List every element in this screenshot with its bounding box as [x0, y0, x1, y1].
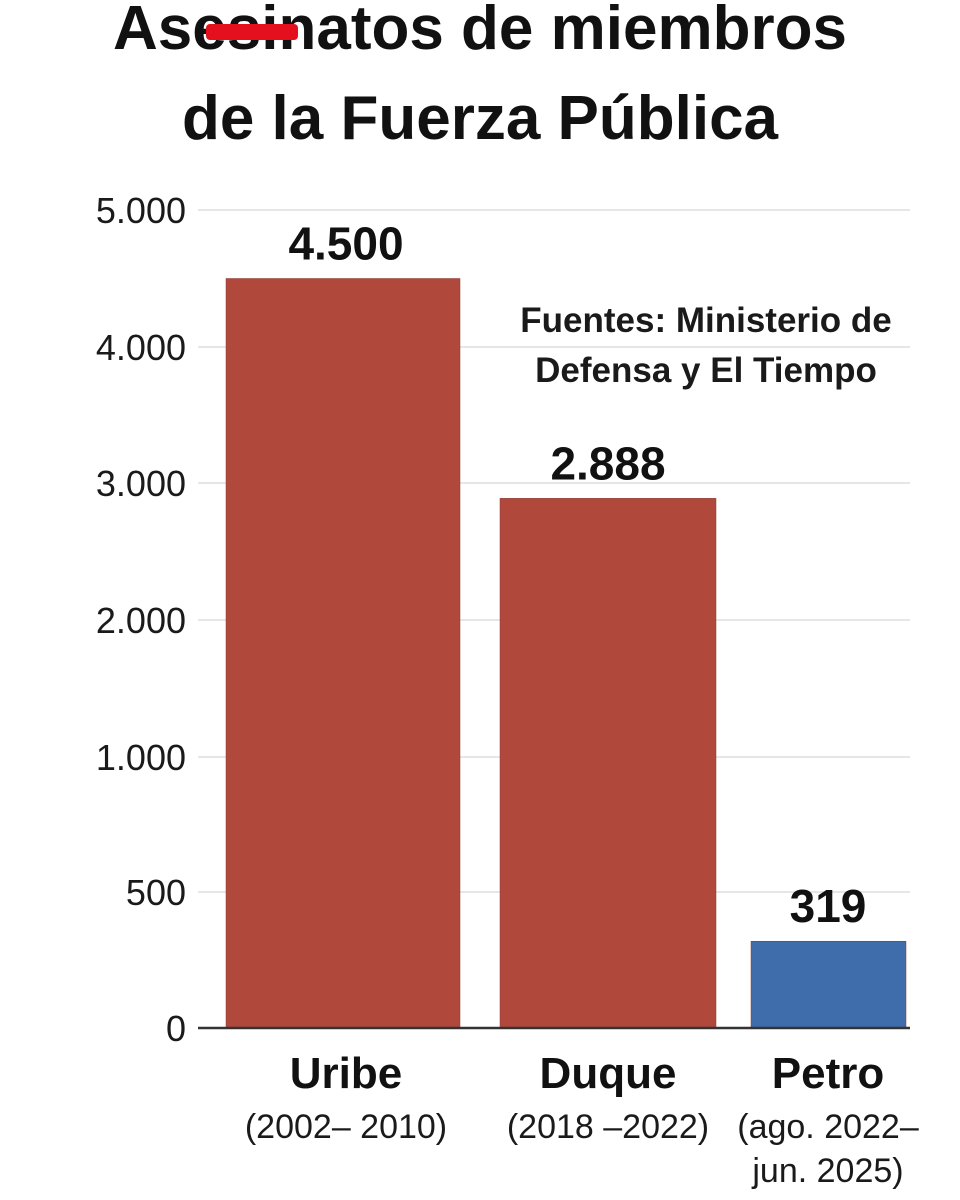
bar-value-label: 319 — [790, 880, 867, 932]
y-tick-label: 5.000 — [96, 190, 186, 231]
source-note: Fuentes: Ministerio de Defensa y El Tiem… — [520, 301, 892, 390]
red-strike-mark — [206, 24, 298, 40]
y-tick-label: 0 — [166, 1008, 186, 1049]
y-tick-label: 4.000 — [96, 327, 186, 368]
chart-title-line-2: de la Fuerza Pública — [181, 84, 779, 153]
x-category-period: (ago. 2022– — [737, 1108, 919, 1146]
y-tick-label: 2.000 — [96, 600, 186, 641]
x-category-period: (2018 –2022) — [507, 1108, 709, 1146]
bar-uribe — [225, 278, 461, 1029]
x-category-name: Duque — [540, 1049, 677, 1098]
x-category-period: (2002– 2010) — [245, 1108, 447, 1146]
x-category-name: Petro — [772, 1049, 884, 1098]
bar-duque — [499, 498, 717, 1029]
bar-petro — [750, 940, 907, 1029]
y-tick-label: 3.000 — [96, 463, 186, 504]
y-tick-label: 1.000 — [96, 737, 186, 778]
x-category-period: jun. 2025) — [751, 1152, 903, 1190]
y-tick-label: 500 — [126, 872, 186, 913]
x-category-name: Uribe — [290, 1049, 402, 1098]
bar-value-label: 4.500 — [288, 218, 403, 270]
bar-value-label: 2.888 — [550, 437, 665, 489]
